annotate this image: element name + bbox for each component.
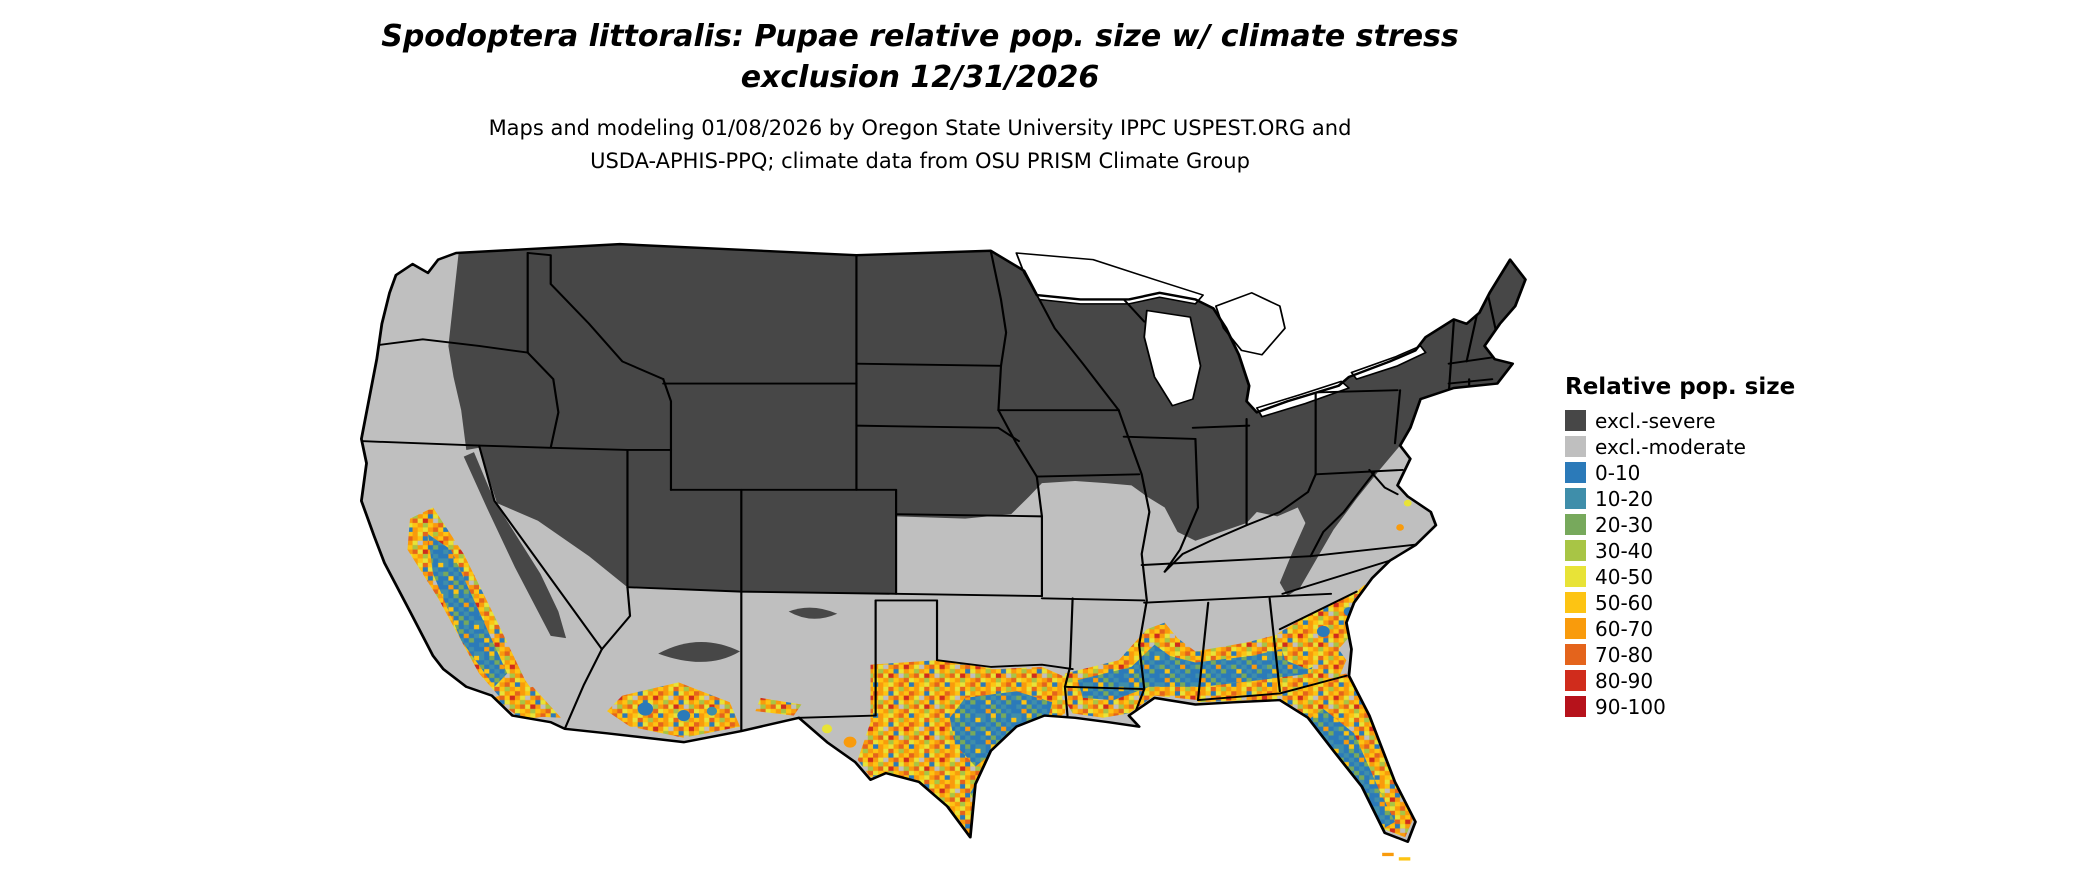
population-regions [407, 499, 1413, 838]
legend-row: 40-50 [1565, 564, 1795, 589]
legend-row: 20-30 [1565, 512, 1795, 537]
legend-row: 90-100 [1565, 694, 1795, 719]
subtitle-block: Maps and modeling 01/08/2026 by Oregon S… [300, 112, 1540, 178]
population-blue-florida [1307, 708, 1395, 831]
population-warm-florida [1195, 673, 1413, 838]
legend-label: 40-50 [1595, 564, 1654, 589]
population-blue-texas [949, 691, 1053, 767]
legend-title: Relative pop. size [1565, 374, 1796, 400]
legend-row: 30-40 [1565, 538, 1795, 563]
legend-swatch [1565, 488, 1586, 509]
population-blue-gulf [1077, 644, 1316, 701]
legend-swatch [1565, 696, 1586, 717]
legend-label: 20-30 [1595, 512, 1654, 537]
legend-row: 60-70 [1565, 616, 1795, 641]
legend-row: 80-90 [1565, 668, 1795, 693]
map-subtitle-line1: Maps and modeling 01/08/2026 by Oregon S… [488, 116, 1352, 140]
legend-label: 30-40 [1595, 538, 1654, 563]
legend-swatch [1565, 592, 1586, 613]
florida-keys [1382, 852, 1411, 861]
legend-row: excl.-moderate [1565, 434, 1795, 459]
legend-label: 10-20 [1595, 486, 1654, 511]
legend-swatch [1565, 436, 1586, 457]
map-title-line2: exclusion 12/31/2026 [740, 60, 1100, 95]
legend-row: 10-20 [1565, 486, 1795, 511]
legend-label: 70-80 [1595, 642, 1654, 667]
population-blue-california [427, 534, 508, 687]
legend-swatch [1565, 644, 1586, 665]
legend-label: 0-10 [1595, 460, 1641, 485]
legend-swatch [1565, 410, 1586, 431]
us-map [300, 222, 1528, 886]
legend: Relative pop. size excl.-severe excl.-mod… [1565, 374, 1795, 722]
legend-row: 70-80 [1565, 642, 1795, 667]
legend-label: 80-90 [1595, 668, 1654, 693]
title-block: Spodoptera littoralis: Pupae relative po… [300, 16, 1540, 178]
population-warm-arizona [607, 682, 741, 738]
legend-label: excl.-severe [1595, 408, 1716, 433]
us-map-svg [359, 242, 1527, 861]
map-subtitle-line2: USDA-APHIS-PPQ; climate data from OSU PR… [590, 149, 1250, 173]
legend-label: excl.-moderate [1595, 434, 1746, 459]
legend-label: 50-60 [1595, 590, 1654, 615]
legend-swatch [1565, 462, 1586, 483]
legend-swatch [1565, 670, 1586, 691]
legend-row: excl.-severe [1565, 408, 1795, 433]
us-outline [359, 242, 1527, 843]
legend-row: 50-60 [1565, 590, 1795, 615]
legend-rows: excl.-severe excl.-moderate 0-10 10-20 20-30… [1565, 408, 1795, 719]
legend-label: 90-100 [1595, 694, 1666, 719]
severe-region [448, 244, 1526, 662]
map-title-line1: Spodoptera littoralis: Pupae relative po… [381, 19, 1459, 54]
legend-swatch [1565, 566, 1586, 587]
legend-swatch [1565, 540, 1586, 561]
legend-swatch [1565, 514, 1586, 535]
legend-label: 60-70 [1595, 616, 1654, 641]
lake-michigan [1143, 309, 1202, 407]
legend-swatch [1565, 618, 1586, 639]
legend-row: 0-10 [1565, 460, 1795, 485]
state-borders [361, 249, 1499, 733]
